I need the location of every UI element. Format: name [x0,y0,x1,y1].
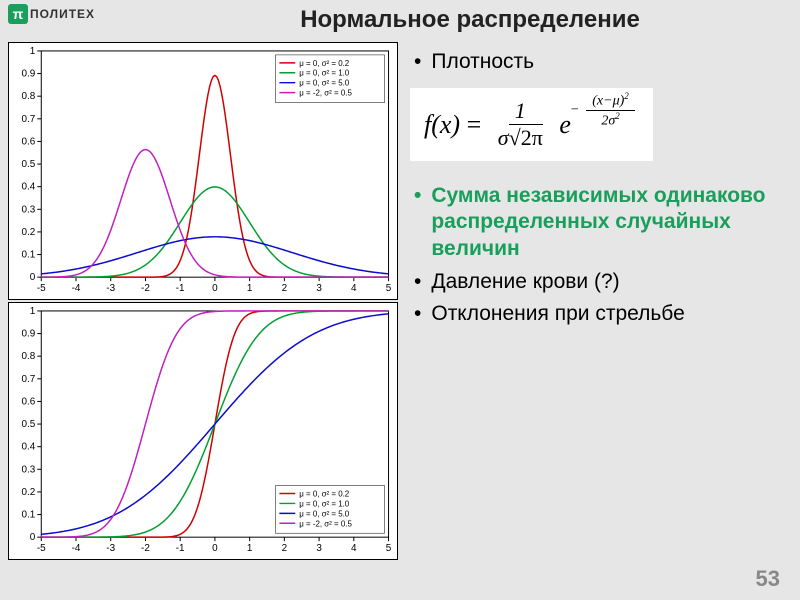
logo-icon: π [8,4,28,24]
svg-text:0.9: 0.9 [22,69,36,80]
svg-text:μ = 0, σ² = 0.2: μ = 0, σ² = 0.2 [299,59,349,68]
svg-text:0.3: 0.3 [22,204,36,215]
svg-text:0.8: 0.8 [22,91,36,102]
svg-text:1: 1 [30,46,36,57]
svg-text:0.6: 0.6 [22,396,36,407]
svg-text:-2: -2 [141,543,150,554]
svg-text:0.6: 0.6 [22,136,36,147]
svg-text:0.8: 0.8 [22,351,36,362]
svg-text:4: 4 [351,543,357,554]
svg-text:0.4: 0.4 [22,182,36,193]
svg-text:0: 0 [212,283,218,294]
svg-text:1: 1 [30,306,36,317]
svg-text:0.7: 0.7 [22,114,36,125]
bullet-pressure: Давление крови (?) [410,270,785,294]
svg-text:2: 2 [282,543,288,554]
svg-text:-5: -5 [37,283,46,294]
svg-text:3: 3 [316,543,322,554]
svg-text:1: 1 [247,543,253,554]
svg-text:μ = 0, σ² = 1.0: μ = 0, σ² = 1.0 [299,69,350,78]
svg-text:0.3: 0.3 [22,464,36,475]
pdf-chart: 0 0.1 0.2 0.3 0.4 0.5 0.6 0.7 0.8 0.9 1 -5 -4 -3 -2 -1 0… [8,42,398,300]
cdf-chart: 0 0.1 0.2 0.3 0.4 0.5 0.6 0.7 0.8 0.9 1 -5 -4 -3 -2 -1 0… [8,302,398,560]
page-number: 53 [756,566,780,592]
svg-text:0: 0 [212,543,218,554]
svg-text:0.1: 0.1 [22,510,36,521]
svg-text:-1: -1 [176,283,185,294]
svg-text:-4: -4 [72,283,81,294]
svg-text:0.2: 0.2 [22,227,36,238]
svg-text:-2: -2 [141,283,150,294]
svg-text:μ = 0, σ² = 0.2: μ = 0, σ² = 0.2 [299,489,349,498]
svg-text:5: 5 [386,543,392,554]
svg-text:0.5: 0.5 [22,159,36,170]
svg-text:-1: -1 [176,543,185,554]
svg-text:0.1: 0.1 [22,250,36,261]
page-title: Нормальное распределение [0,0,800,34]
svg-text:μ = -2, σ² = 0.5: μ = -2, σ² = 0.5 [299,519,352,528]
bullet-sum: Сумма независимых одинаково распределенн… [410,183,785,262]
svg-text:0.2: 0.2 [22,487,36,498]
svg-text:-5: -5 [37,543,46,554]
svg-text:0.7: 0.7 [22,374,36,385]
formula-box: f(x) = 1 σ√2π e − (x−μ)2 2σ2 [410,88,653,161]
density-formula: f(x) = 1 σ√2π e − (x−μ)2 2σ2 [424,98,639,151]
svg-text:0.9: 0.9 [22,329,36,340]
svg-text:1: 1 [247,283,253,294]
svg-text:μ = 0, σ² = 5.0: μ = 0, σ² = 5.0 [299,79,350,88]
bullet-shooting: Отклонения при стрельбе [410,302,785,326]
svg-text:-3: -3 [106,283,115,294]
svg-text:2: 2 [282,283,288,294]
logo-text: ПОЛИТЕХ [30,7,95,21]
svg-text:3: 3 [316,283,322,294]
svg-text:5: 5 [386,283,392,294]
svg-text:0.5: 0.5 [22,419,36,430]
bullet-density: Плотность [410,50,785,74]
svg-text:0.4: 0.4 [22,442,36,453]
svg-text:-3: -3 [106,543,115,554]
svg-text:4: 4 [351,283,357,294]
logo: π ПОЛИТЕХ [8,4,95,24]
svg-text:μ = -2, σ² = 0.5: μ = -2, σ² = 0.5 [299,89,352,98]
svg-text:0: 0 [30,272,36,283]
svg-text:μ = 0, σ² = 5.0: μ = 0, σ² = 5.0 [299,509,350,518]
svg-text:-4: -4 [72,543,81,554]
svg-text:μ = 0, σ² = 1.0: μ = 0, σ² = 1.0 [299,499,350,508]
svg-text:0: 0 [30,532,36,543]
